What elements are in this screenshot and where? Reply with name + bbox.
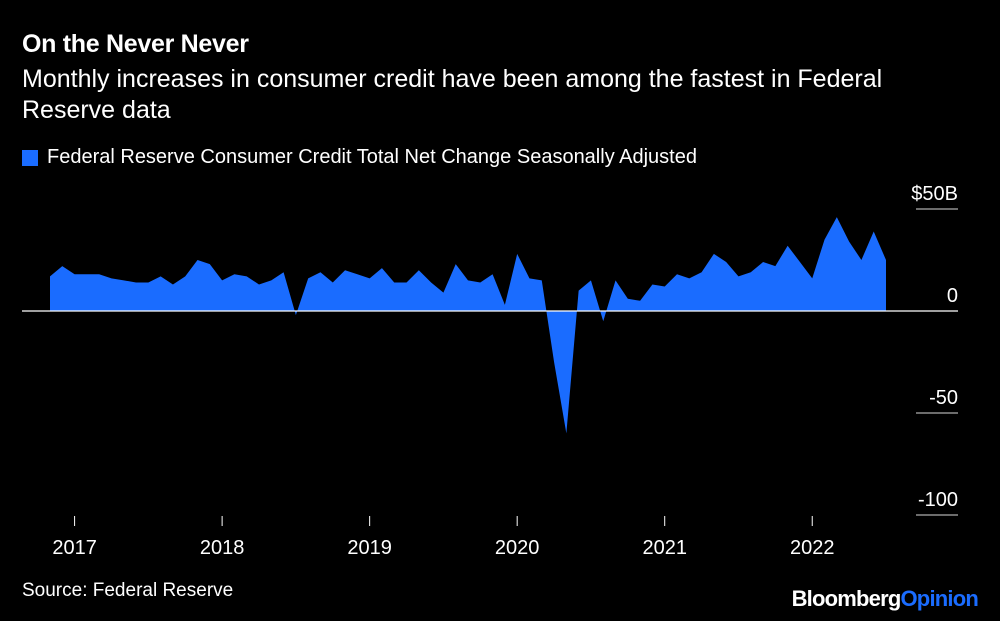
y-tick-label-2: -50 (929, 387, 958, 409)
x-tick-label-2019: 2019 (347, 537, 392, 559)
chart-title: On the Never Never (22, 30, 249, 58)
y-tick-label-1: 0 (947, 285, 958, 307)
chart-subtitle: Monthly increases in consumer credit hav… (22, 65, 883, 124)
legend-swatch (22, 149, 38, 166)
x-tick-label-2018: 2018 (200, 537, 245, 559)
legend: Federal Reserve Consumer Credit Total Ne… (22, 146, 697, 169)
x-tick-label-2017: 2017 (52, 537, 97, 559)
x-tick-label-2020: 2020 (495, 537, 540, 559)
brand-logo: BloombergOpinion (791, 586, 979, 612)
x-tick-label-2021: 2021 (642, 537, 687, 559)
x-tick-label-2022: 2022 (790, 537, 835, 559)
area-series (50, 217, 886, 434)
brand-logo-part1: Bloomberg (791, 586, 902, 611)
y-tick-label-3: -100 (918, 489, 958, 511)
source-note: Source: Federal Reserve (22, 580, 234, 601)
y-tick-label-0: $50B (911, 183, 958, 205)
brand-logo-part2: Opinion (900, 586, 979, 611)
legend-label: Federal Reserve Consumer Credit Total Ne… (47, 146, 697, 168)
